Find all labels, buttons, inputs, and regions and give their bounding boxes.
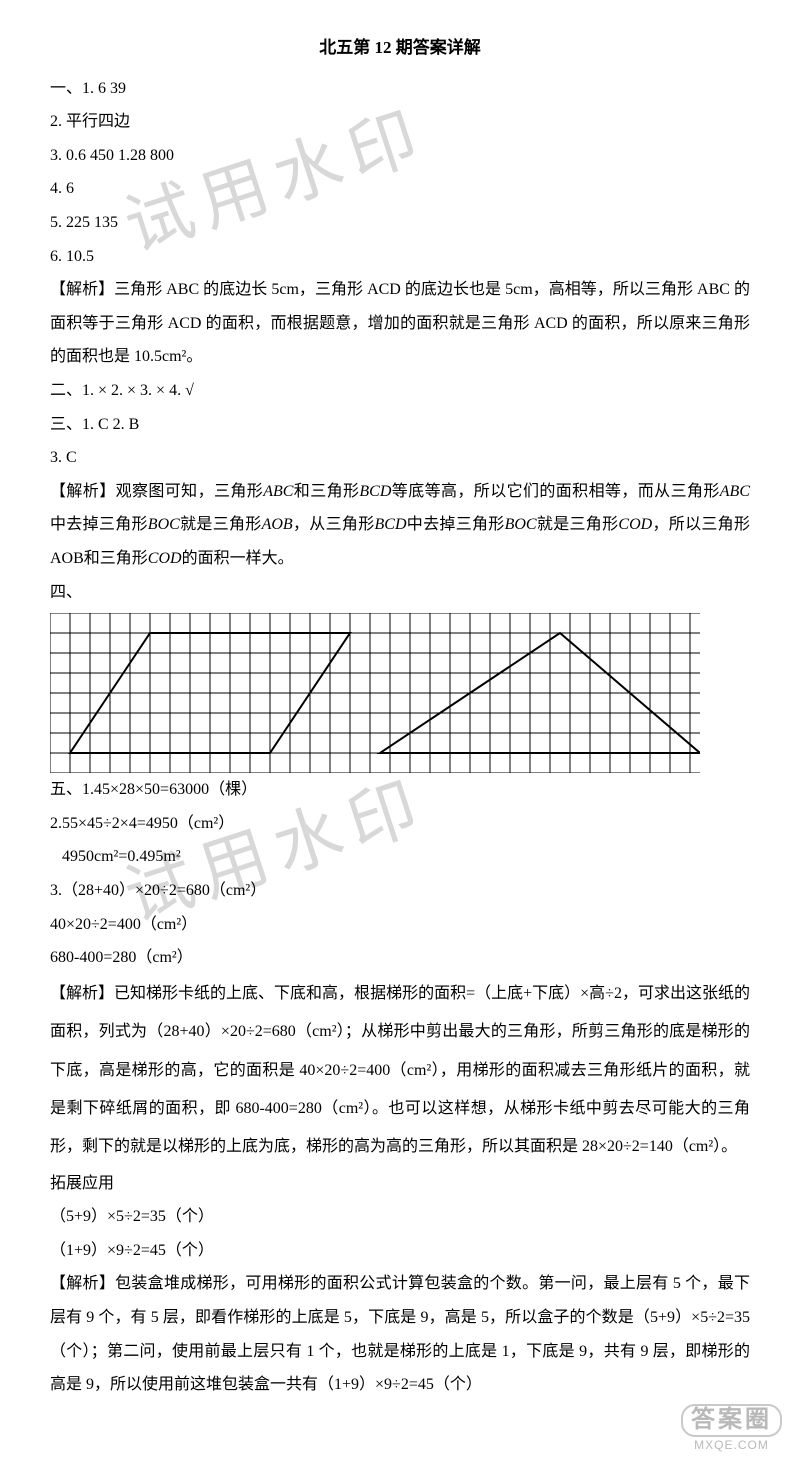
- s3-exp-3: BCD: [359, 483, 391, 500]
- s5-line-1: 2.55×45÷2×4=4950（cm²）: [50, 807, 750, 841]
- s3-exp-9: AOB: [262, 516, 293, 533]
- ext-line-1: （1+9）×9÷2=45（个）: [50, 1234, 750, 1268]
- s5-explanation: 【解析】已知梯形卡纸的上底、下底和高，根据梯形的面积=（上底+下底）×高÷2，可…: [50, 975, 750, 1167]
- grid-figure: [50, 613, 700, 773]
- content: 北五第 12 期答案详解 一、1. 6 39 2. 平行四边 3. 0.6 45…: [50, 30, 750, 1402]
- logo-top: 答案圈: [681, 1404, 782, 1436]
- s5-line-3: 3.（28+40）×20÷2=680（cm²）: [50, 874, 750, 908]
- s4-label: 四、: [50, 576, 750, 610]
- s3-exp-2: 和三角形: [293, 483, 359, 500]
- ext-explanation: 【解析】包装盒堆成梯形，可用梯形的面积公式计算包装盒的个数。第一问，最上层有 5…: [50, 1267, 750, 1401]
- s2-line: 二、1. × 2. × 3. × 4. √: [50, 374, 750, 408]
- ext-line-0: （5+9）×5÷2=35（个）: [50, 1200, 750, 1234]
- s3-exp-12: 中去掉三角形: [407, 516, 505, 533]
- ext-label: 拓展应用: [50, 1167, 750, 1201]
- s3-exp-18: 的面积一样大。: [182, 550, 294, 567]
- s5-line-4: 40×20÷2=400（cm²）: [50, 908, 750, 942]
- s3-exp-13: BOC: [505, 516, 537, 533]
- s1-line-1: 2. 平行四边: [50, 105, 750, 139]
- s3-explanation: 【解析】观察图可知，三角形ABC和三角形BCD等底等高，所以它们的面积相等，而从…: [50, 475, 750, 576]
- s5-line-0: 五、1.45×28×50=63000（棵）: [50, 773, 750, 807]
- s3-exp-14: 就是三角形: [537, 516, 619, 533]
- s3-exp-4: 等底等高，所以它们的面积相等，而从三角形: [391, 483, 719, 500]
- s3-exp-0: 【解析】观察图可知，三角形: [50, 483, 263, 500]
- s3-exp-17: COD: [148, 550, 182, 567]
- s3-exp-10: ，从三角形: [293, 516, 375, 533]
- s5-line-5: 680-400=280（cm²）: [50, 941, 750, 975]
- s5-line-2: 4950cm²=0.495m²: [50, 840, 750, 874]
- s3-exp-15: COD: [618, 516, 652, 533]
- logo-bottom: MXQE.COM: [681, 1439, 782, 1452]
- s3-exp-5: ABC: [720, 483, 750, 500]
- s1-line-3: 4. 6: [50, 172, 750, 206]
- page-title: 北五第 12 期答案详解: [50, 30, 750, 66]
- site-logo: 答案圈 MXQE.COM: [681, 1404, 782, 1452]
- s1-explanation: 【解析】三角形 ABC 的底边长 5cm，三角形 ACD 的底边长也是 5cm，…: [50, 273, 750, 374]
- s1-line-4: 5. 225 135: [50, 206, 750, 240]
- s1-line-2: 3. 0.6 450 1.28 800: [50, 139, 750, 173]
- s1-line-5: 6. 10.5: [50, 240, 750, 274]
- s3-line2: 3. C: [50, 441, 750, 475]
- s3-exp-8: 就是三角形: [180, 516, 262, 533]
- s3-exp-6: 中去掉三角形: [50, 516, 148, 533]
- s3-exp-7: BOC: [148, 516, 180, 533]
- s3-exp-11: BCD: [375, 516, 407, 533]
- s1-line-0: 一、1. 6 39: [50, 72, 750, 106]
- s3-line1: 三、1. C 2. B: [50, 408, 750, 442]
- s3-exp-1: ABC: [263, 483, 293, 500]
